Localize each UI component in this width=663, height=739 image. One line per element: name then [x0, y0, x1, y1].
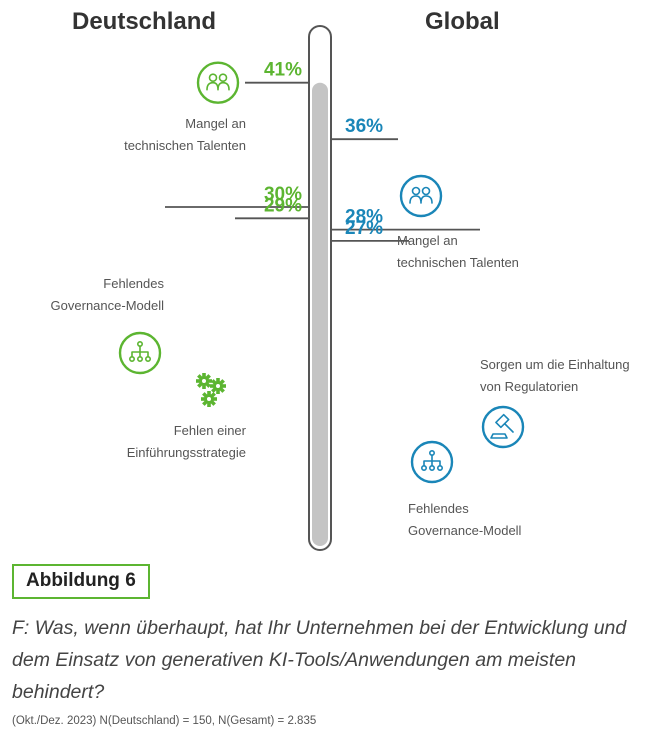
- left-category-label: Governance-Modell: [51, 298, 165, 313]
- footnote: (Okt./Dez. 2023) N(Deutschland) = 150, N…: [12, 715, 317, 727]
- left-value-label: 29%: [264, 195, 302, 216]
- right-value-label: 28%: [345, 207, 383, 228]
- right-category-label: Sorgen um die Einhaltung: [480, 357, 630, 372]
- figure-label: Abbildung 6: [12, 564, 150, 599]
- right-category-label: Mangel an: [397, 233, 458, 248]
- left-category-label: technischen Talenten: [124, 138, 246, 153]
- right-category-label: technischen Talenten: [397, 255, 519, 270]
- left-category-label: Fehlen einer: [174, 423, 247, 438]
- survey-question: F: Was, wenn überhaupt, hat Ihr Unterneh…: [12, 617, 627, 703]
- header-global: Global: [425, 8, 500, 35]
- hierarchy-icon: [410, 440, 454, 484]
- left-value-label: 41%: [264, 60, 302, 81]
- right-category-label: von Regulatorien: [480, 379, 578, 394]
- left-category-label: Mangel an: [185, 116, 246, 131]
- people-icon: [196, 61, 240, 104]
- left-value-label: 30%: [264, 184, 302, 205]
- right-category-label: Governance-Modell: [408, 523, 522, 538]
- hierarchy-icon: [118, 331, 162, 375]
- thermometer-fill: [312, 82, 328, 546]
- left-category-label: Fehlendes: [103, 276, 164, 291]
- gears-icon: [196, 373, 226, 407]
- right-value-label: 36%: [345, 116, 383, 137]
- gavel-icon: [481, 405, 525, 449]
- people-icon: [399, 174, 443, 218]
- header-deutschland: Deutschland: [72, 8, 217, 35]
- right-value-label: 27%: [345, 218, 383, 239]
- right-category-label: Fehlendes: [408, 501, 469, 516]
- left-category-label: Einführungsstrategie: [127, 445, 246, 460]
